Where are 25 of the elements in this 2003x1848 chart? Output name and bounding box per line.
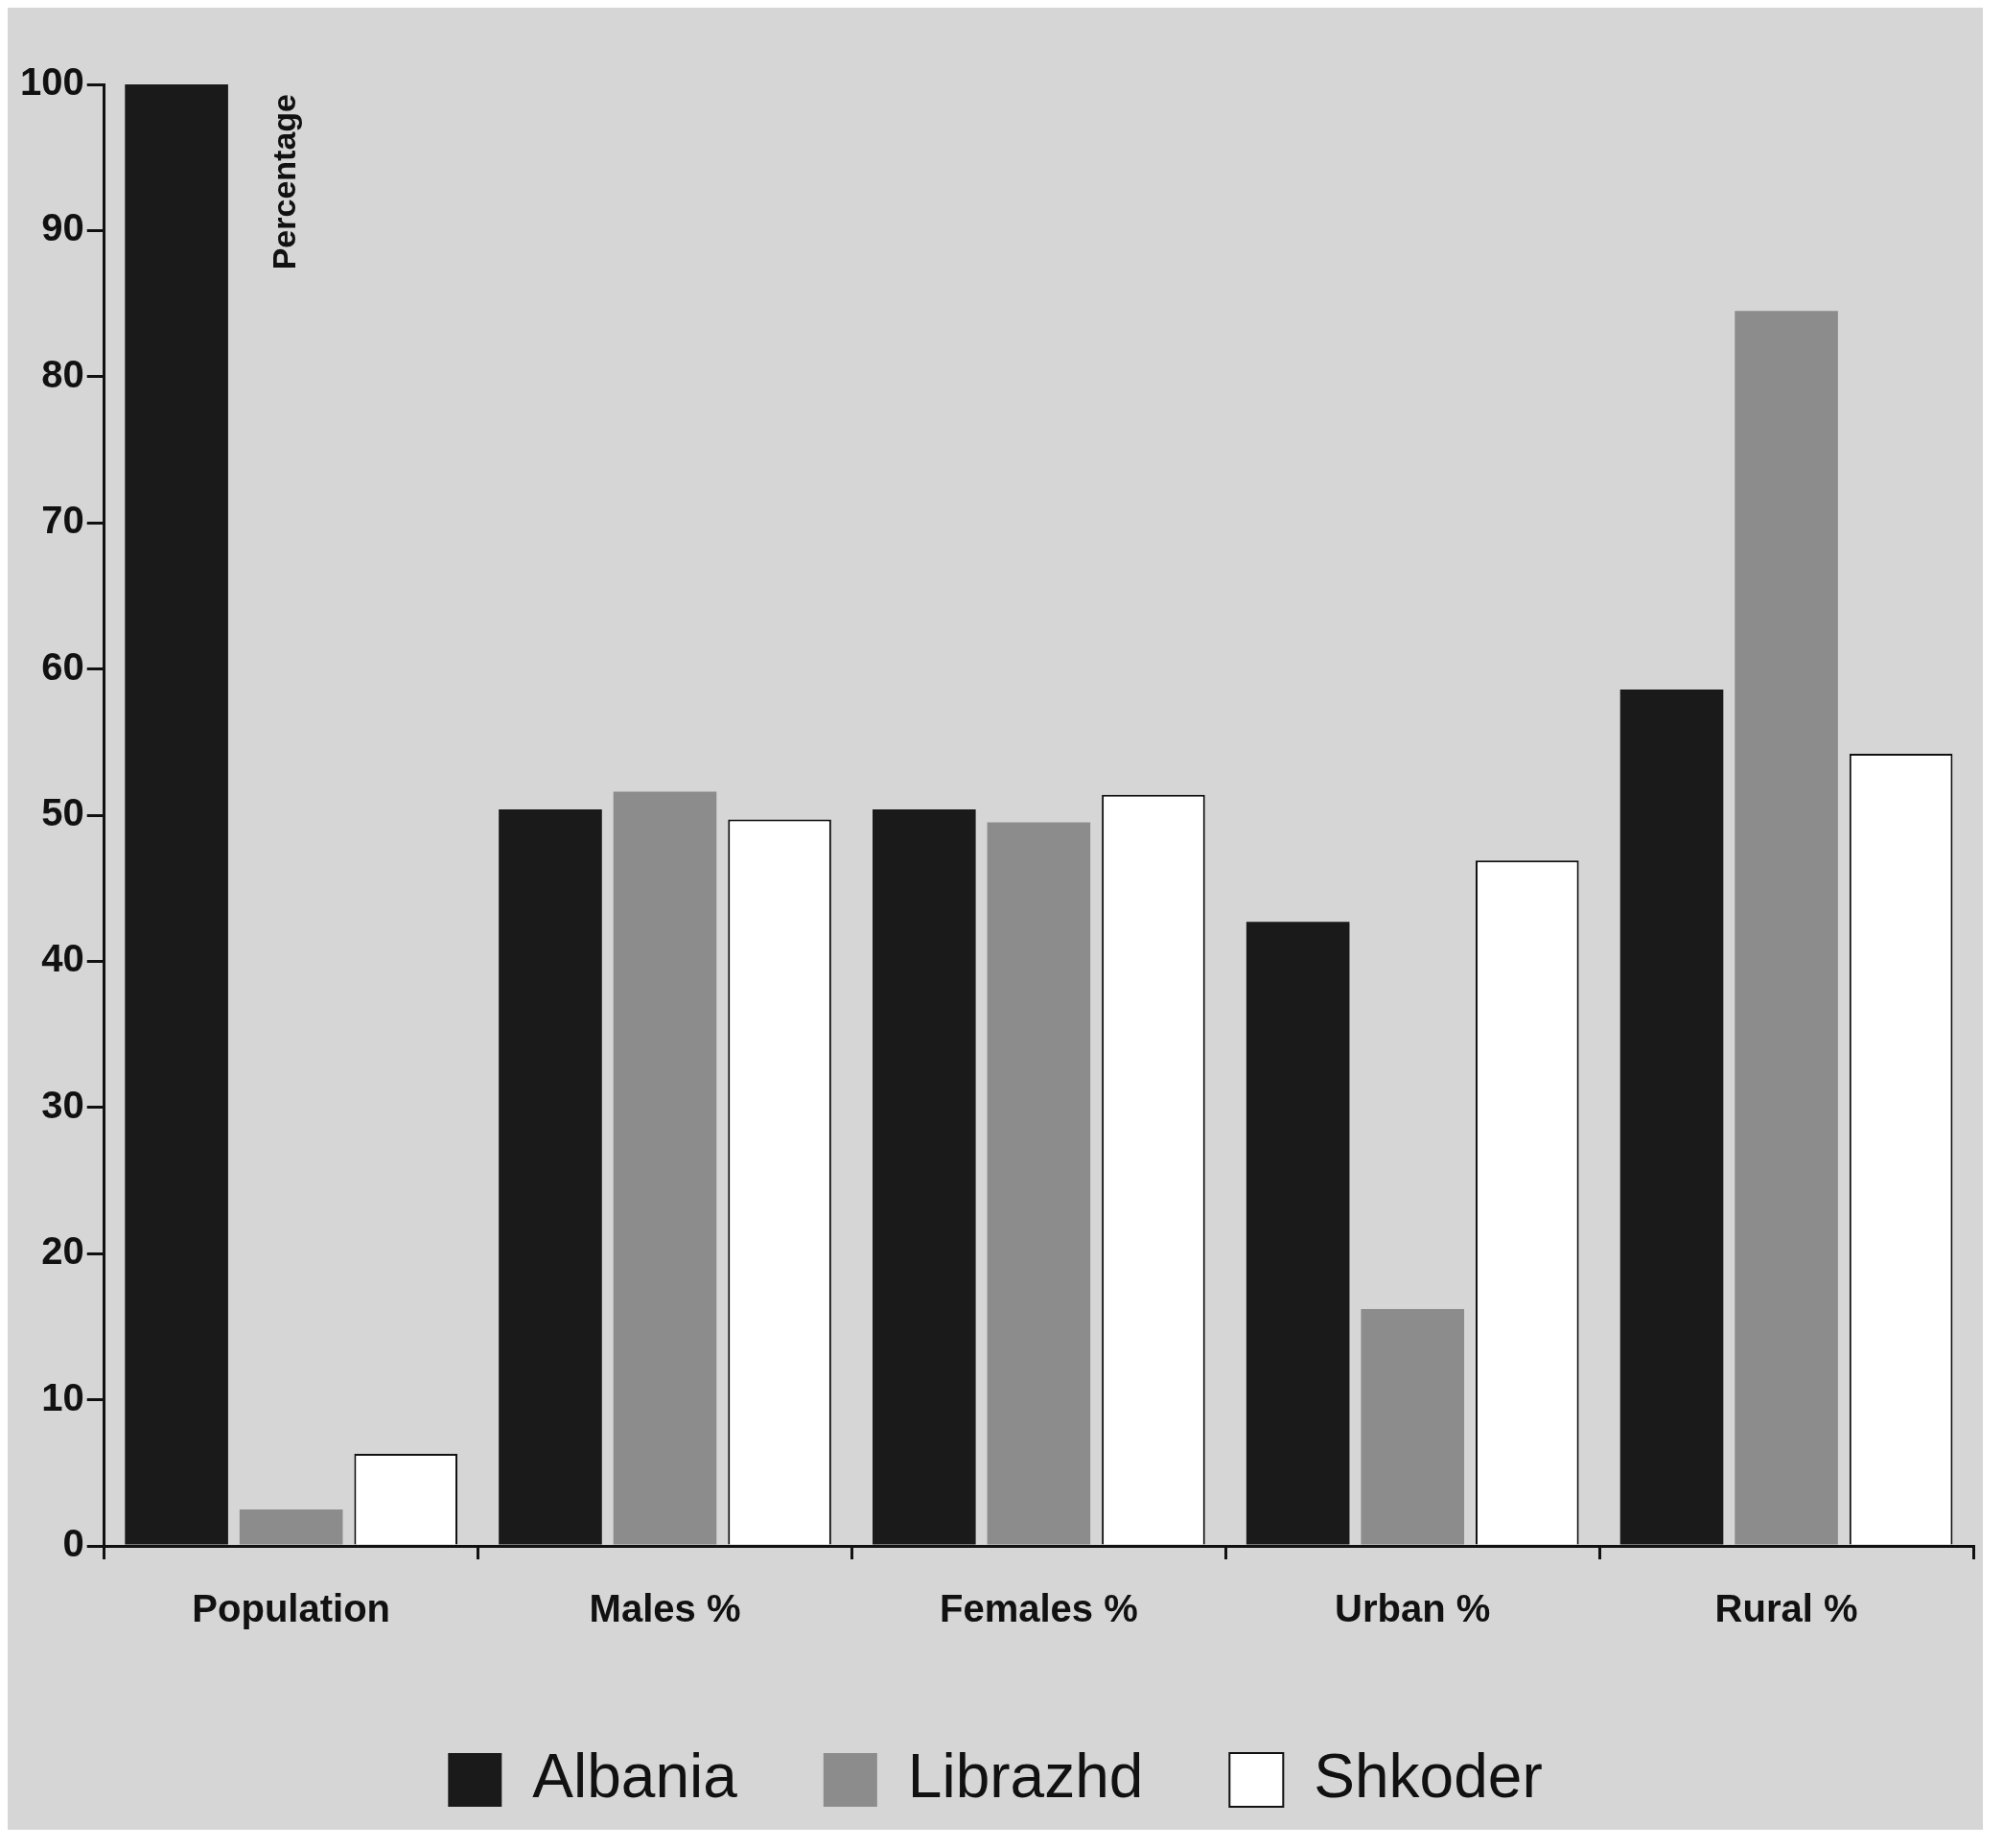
y-tick-label: 0 bbox=[62, 1522, 84, 1565]
legend-label: Albania bbox=[532, 1741, 738, 1811]
y-tick-label: 90 bbox=[41, 206, 84, 249]
bar bbox=[239, 1509, 343, 1545]
y-tick-label: 40 bbox=[41, 937, 84, 980]
bar bbox=[1361, 1309, 1465, 1545]
legend-label: Librazhd bbox=[907, 1741, 1144, 1811]
y-tick-label: 10 bbox=[41, 1375, 84, 1418]
y-tick-label: 30 bbox=[41, 1083, 84, 1126]
x-tick-label: Urban % bbox=[1335, 1587, 1491, 1630]
y-tick-label: 70 bbox=[41, 499, 84, 542]
y-tick-label: 80 bbox=[41, 352, 84, 395]
y-tick-label: 100 bbox=[19, 60, 84, 104]
bar bbox=[613, 791, 717, 1545]
bar bbox=[1735, 311, 1838, 1545]
x-tick-label: Females % bbox=[939, 1587, 1138, 1630]
x-tick-label: Population bbox=[192, 1587, 390, 1630]
y-axis-title: Percentage bbox=[266, 94, 303, 270]
x-tick-label: Rural % bbox=[1714, 1587, 1858, 1630]
y-tick-label: 60 bbox=[41, 644, 84, 688]
y-tick-label: 20 bbox=[41, 1229, 84, 1273]
x-tick-label: Males % bbox=[589, 1587, 741, 1630]
legend-label: Shkoder bbox=[1314, 1741, 1543, 1811]
y-tick-label: 50 bbox=[41, 791, 84, 834]
bar bbox=[987, 822, 1091, 1545]
